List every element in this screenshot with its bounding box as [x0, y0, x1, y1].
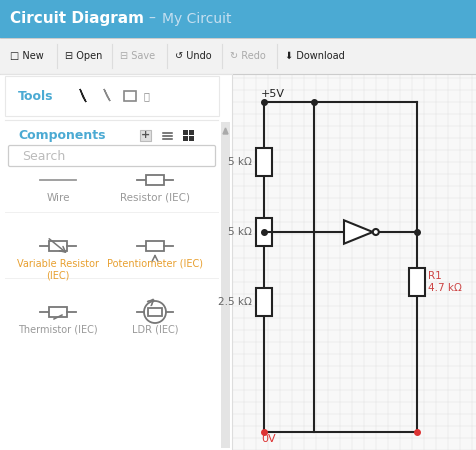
FancyBboxPatch shape	[9, 145, 216, 166]
Bar	[140, 130, 151, 141]
Bar	[183, 136, 188, 141]
Text: –: –	[148, 12, 155, 26]
Text: My Circuit: My Circuit	[162, 12, 231, 26]
Bar	[256, 148, 272, 176]
Text: ⊟ Open: ⊟ Open	[65, 51, 102, 61]
Text: □ New: □ New	[10, 51, 44, 61]
Bar	[189, 136, 194, 141]
Text: Wire: Wire	[46, 193, 70, 203]
Text: Potentiometer (IEC): Potentiometer (IEC)	[107, 259, 203, 269]
Text: ✋: ✋	[143, 91, 149, 101]
Text: Circuit Diagram: Circuit Diagram	[10, 12, 144, 27]
Text: ⊟ Save: ⊟ Save	[120, 51, 155, 61]
Text: R1: R1	[428, 271, 442, 281]
Bar	[146, 241, 164, 251]
Text: Resistor (IEC): Resistor (IEC)	[120, 193, 190, 203]
Bar	[256, 288, 272, 316]
Text: ↻ Redo: ↻ Redo	[230, 51, 266, 61]
Bar	[0, 74, 232, 450]
Text: 5 kΩ: 5 kΩ	[228, 227, 252, 237]
Bar	[148, 308, 162, 316]
Bar	[5, 76, 219, 116]
Polygon shape	[104, 89, 110, 101]
Polygon shape	[80, 89, 86, 102]
Bar	[49, 241, 67, 251]
Circle shape	[373, 229, 379, 235]
Bar	[409, 268, 425, 296]
Circle shape	[144, 301, 166, 323]
Bar	[221, 122, 230, 448]
Bar	[232, 74, 476, 450]
Text: ⬇ Download: ⬇ Download	[285, 51, 345, 61]
Bar	[124, 91, 136, 101]
Text: +: +	[140, 130, 149, 140]
Text: 4.7 kΩ: 4.7 kΩ	[428, 283, 462, 293]
Text: Variable Resistor
(IEC): Variable Resistor (IEC)	[17, 259, 99, 281]
Text: 0V: 0V	[261, 434, 276, 444]
Polygon shape	[344, 220, 373, 244]
Text: 5 kΩ: 5 kΩ	[228, 157, 252, 167]
Bar	[49, 307, 67, 317]
Text: Search: Search	[22, 149, 65, 162]
Text: LDR (IEC): LDR (IEC)	[132, 325, 178, 335]
Text: Tools: Tools	[18, 90, 53, 103]
Text: ↺ Undo: ↺ Undo	[175, 51, 212, 61]
Bar	[0, 0, 476, 38]
Polygon shape	[223, 128, 228, 134]
Bar	[189, 130, 194, 135]
Bar	[256, 218, 272, 246]
Text: 2.5 kΩ: 2.5 kΩ	[218, 297, 252, 307]
Text: Components: Components	[18, 130, 106, 143]
Text: Thermistor (IEC): Thermistor (IEC)	[18, 325, 98, 335]
Bar	[146, 175, 164, 185]
Text: +5V: +5V	[261, 89, 285, 99]
Bar	[0, 38, 476, 74]
Bar	[183, 130, 188, 135]
